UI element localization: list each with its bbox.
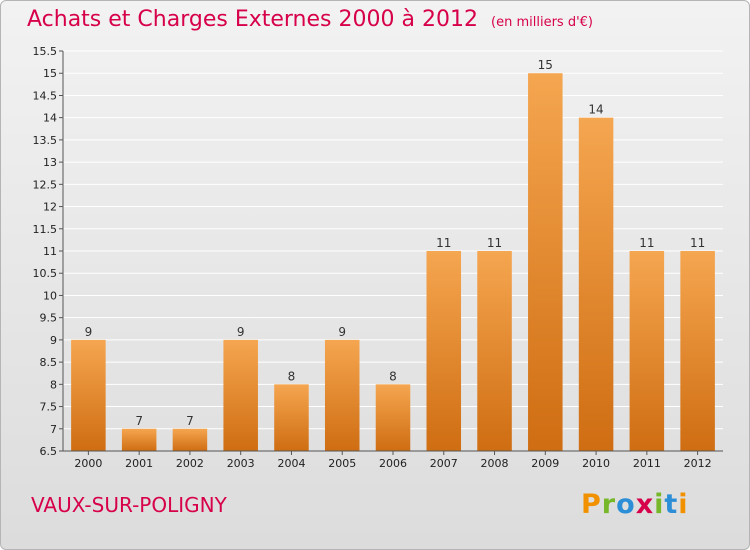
bar-2005	[324, 339, 360, 451]
bar-2011	[629, 251, 665, 451]
y-tick-label: 10	[43, 289, 57, 302]
y-tick-label: 7.5	[40, 401, 58, 414]
logo-letter: i	[654, 489, 665, 520]
y-tick-label: 9	[50, 334, 57, 347]
y-tick-label: 6.5	[40, 445, 58, 458]
x-tick-label: 2001	[125, 457, 153, 470]
x-tick-label: 2004	[277, 457, 305, 470]
logo-letter: r	[601, 489, 617, 520]
y-tick-label: 13	[43, 156, 57, 169]
y-tick-label: 11	[43, 245, 57, 258]
logo-letter: i	[678, 489, 689, 520]
y-tick-label: 9.5	[40, 312, 58, 325]
value-label: 9	[338, 325, 346, 339]
x-tick-label: 2008	[481, 457, 509, 470]
commune-name: VAUX-SUR-POLIGNY	[31, 493, 227, 517]
bar-2006	[375, 384, 411, 451]
y-tick-label: 12	[43, 201, 57, 214]
x-tick-label: 2007	[430, 457, 458, 470]
bar-2007	[426, 251, 462, 451]
unit-note: (en milliers d'€)	[491, 15, 593, 30]
value-label: 9	[237, 325, 245, 339]
y-tick-label: 7	[50, 423, 57, 436]
value-label: 7	[135, 414, 143, 428]
y-tick-label: 14.5	[33, 89, 58, 102]
bar-2012	[680, 251, 715, 451]
x-tick-label: 2005	[328, 457, 356, 470]
x-tick-label: 2009	[531, 457, 559, 470]
value-label: 11	[487, 236, 502, 250]
value-label: 11	[436, 236, 451, 250]
bar-2004	[274, 384, 309, 451]
value-label: 9	[85, 325, 93, 339]
chart-title-block: Achats et Charges Externes 2000 à 2012 (…	[27, 7, 593, 32]
y-tick-label: 8	[50, 378, 57, 391]
x-tick-label: 2010	[582, 457, 610, 470]
logo-letter: x	[635, 489, 655, 520]
chart-title: Achats et Charges Externes 2000 à 2012	[27, 7, 478, 32]
bar-2002	[172, 428, 208, 451]
y-tick-label: 14	[43, 112, 57, 125]
logo-letter: t	[664, 489, 679, 520]
bar-2003	[223, 339, 258, 451]
x-tick-label: 2006	[379, 457, 407, 470]
x-tick-label: 2012	[684, 457, 712, 470]
labels: 6.5 7 7.5 8 8.5 9 9.5 10 10.5 11 11.5 12 12.5 13 13.5 1…	[33, 45, 712, 470]
value-label: 8	[389, 369, 397, 383]
x-tick-label: 2003	[227, 457, 255, 470]
y-tick-label: 11.5	[33, 223, 58, 236]
logo-letter: P	[581, 489, 602, 520]
bars	[71, 73, 715, 452]
bar-2000	[71, 339, 106, 451]
value-label: 11	[690, 236, 705, 250]
y-tick-label: 13.5	[33, 134, 58, 147]
x-tick-label: 2002	[176, 457, 204, 470]
bar-2001	[121, 428, 157, 451]
x-tick-label: 2000	[74, 457, 102, 470]
y-tick-label: 15.5	[33, 45, 58, 58]
y-tick-label: 8.5	[40, 356, 58, 369]
bar-2010	[578, 117, 614, 452]
value-label: 7	[186, 414, 194, 428]
value-label: 8	[288, 369, 296, 383]
value-label: 15	[538, 58, 553, 72]
y-tick-label: 12.5	[33, 178, 58, 191]
bar-2008	[477, 251, 512, 451]
proxiti-logo: Proxiti	[581, 489, 689, 520]
bar-2009	[528, 73, 563, 451]
value-label: 14	[588, 103, 603, 117]
x-tick-label: 2011	[633, 457, 661, 470]
logo-letter: o	[616, 489, 636, 520]
axes	[59, 50, 723, 455]
y-tick-label: 15	[43, 67, 57, 80]
value-label: 11	[639, 236, 654, 250]
y-tick-label: 10.5	[33, 267, 58, 280]
